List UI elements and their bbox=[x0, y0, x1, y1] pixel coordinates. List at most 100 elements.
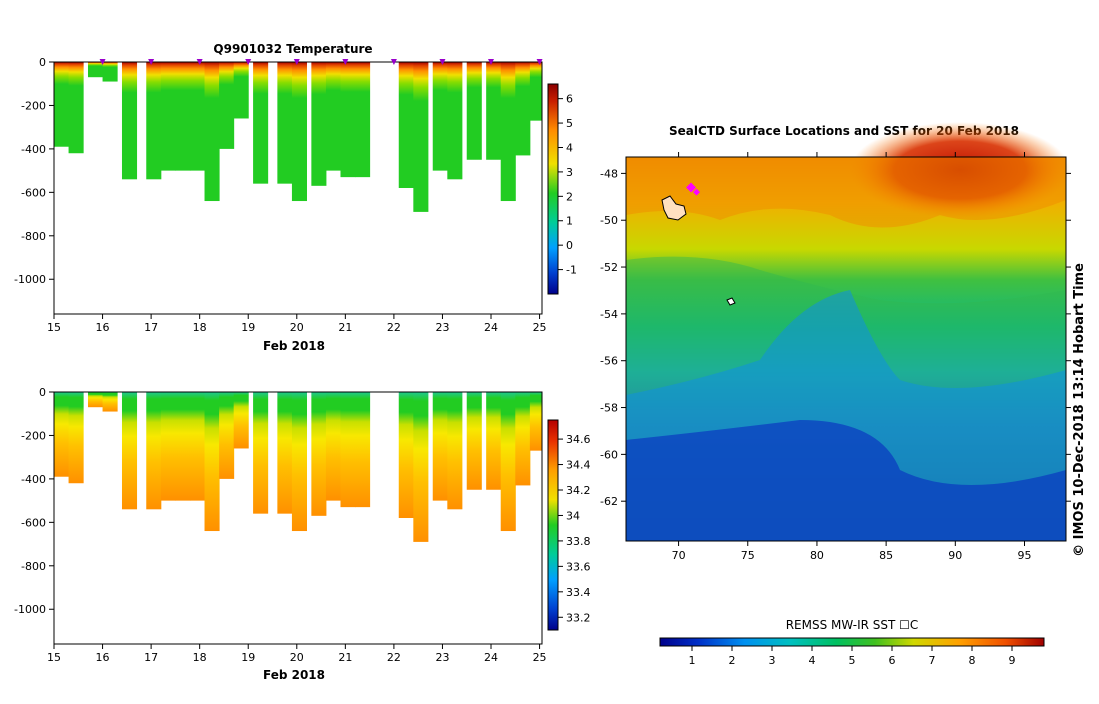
temp-profile-column bbox=[175, 62, 191, 171]
temp-profile-column bbox=[355, 62, 371, 178]
temp-colorbar-tick-label: 2 bbox=[566, 190, 573, 203]
map-x-tick-label: 85 bbox=[879, 549, 893, 562]
map-y-tick-label: -56 bbox=[600, 355, 618, 368]
sal-profile-column bbox=[291, 392, 307, 532]
sal-profile-column bbox=[466, 392, 482, 490]
sal-colorbar-tick-label: 33.6 bbox=[566, 560, 591, 573]
sal-x-axis: 15 16 17 18 19 20 21 22 23 24 25 bbox=[47, 644, 547, 664]
temp-x-tick-label: 19 bbox=[241, 321, 255, 334]
sal-x-tick-label: 20 bbox=[290, 651, 304, 664]
sal-x-tick-label: 24 bbox=[484, 651, 498, 664]
temp-x-tick-label: 15 bbox=[47, 321, 61, 334]
temp-profile-column bbox=[189, 62, 206, 171]
sst-colorbar-tick-label: 6 bbox=[889, 654, 896, 667]
sst-colorbar-tick-label: 5 bbox=[849, 654, 856, 667]
sal-profile-column bbox=[189, 392, 206, 501]
sal-colorbar-tick-label: 34.4 bbox=[566, 459, 591, 472]
temp-x-axis: 15 16 17 18 19 20 21 22 23 24 25 bbox=[47, 314, 547, 334]
sal-x-tick-label: 25 bbox=[533, 651, 547, 664]
temp-y-tick-label: -600 bbox=[21, 186, 46, 199]
map-frame bbox=[625, 156, 1067, 542]
temp-profile-column bbox=[204, 62, 220, 202]
seal-location-marker bbox=[693, 188, 701, 196]
sal-profile-column bbox=[219, 392, 235, 479]
sal-profile-column bbox=[311, 392, 327, 516]
temp-y-tick-label: -200 bbox=[21, 99, 46, 112]
temp-profile-column bbox=[466, 62, 482, 160]
temp-colorbar-ticks: -1 0 1 2 3 4 5 6 bbox=[558, 93, 577, 277]
sal-profile-column bbox=[54, 392, 70, 477]
surface-marker bbox=[390, 59, 397, 65]
temp-profile-column bbox=[413, 62, 429, 212]
surface-marker bbox=[196, 59, 203, 65]
temp-x-tick-label: 18 bbox=[193, 321, 207, 334]
temp-y-tick-label: 0 bbox=[39, 56, 46, 69]
map-y-tick-label: -52 bbox=[600, 261, 618, 274]
sal-y-tick-label: -400 bbox=[21, 473, 46, 486]
sal-plot-frame bbox=[53, 391, 543, 645]
surface-marker bbox=[99, 59, 106, 65]
temp-profile-column bbox=[325, 62, 341, 171]
temp-profile-column bbox=[311, 62, 327, 186]
sst-colorbar-ticks: 1 2 3 4 5 6 7 8 9 bbox=[689, 646, 1016, 667]
sal-profile-column bbox=[87, 392, 104, 408]
sal-y-axis: 0 -200 -400 -600 -800 -1000 bbox=[14, 386, 54, 616]
sal-y-tick-label: -800 bbox=[21, 560, 46, 573]
temp-profile-column bbox=[233, 62, 249, 119]
sal-profile-column bbox=[355, 392, 371, 508]
sal-profile-columns bbox=[54, 392, 543, 542]
sal-colorbar-ticks: 33.2 33.4 33.6 33.8 34 34.2 34.4 34.6 bbox=[558, 433, 591, 624]
temp-profile-column bbox=[432, 62, 448, 171]
sal-profile-column bbox=[233, 392, 249, 449]
map-x-tick-label: 95 bbox=[1017, 549, 1031, 562]
sst-colorbar-tick-label: 3 bbox=[769, 654, 776, 667]
map-y-tick-label: -58 bbox=[600, 402, 618, 415]
temp-profile-column bbox=[54, 62, 70, 147]
sal-profile-column bbox=[175, 392, 191, 501]
sal-x-tick-label: 23 bbox=[435, 651, 449, 664]
temp-profile-column bbox=[253, 62, 269, 184]
credit-text: © IMOS 10-Dec-2018 13:14 Hobart Time bbox=[1072, 263, 1087, 557]
sal-x-tick-label: 16 bbox=[96, 651, 110, 664]
sal-y-tick-label: 0 bbox=[39, 386, 46, 399]
temp-x-tick-label: 24 bbox=[484, 321, 498, 334]
sst-colorbar-tick-label: 7 bbox=[929, 654, 936, 667]
sal-colorbar-tick-label: 34.2 bbox=[566, 484, 591, 497]
temp-x-tick-label: 20 bbox=[290, 321, 304, 334]
map-y-tick-label: -48 bbox=[600, 167, 618, 180]
land-mask bbox=[661, 195, 736, 306]
temp-profile-column bbox=[515, 62, 531, 156]
temp-profile-column bbox=[277, 62, 293, 184]
sal-x-tick-label: 18 bbox=[193, 651, 207, 664]
temp-colorbar-tick-label: 3 bbox=[566, 166, 573, 179]
temp-colorbar-tick-label: -1 bbox=[566, 264, 577, 277]
map-y-tick-label: -60 bbox=[600, 448, 618, 461]
map-x-tick-label: 70 bbox=[672, 549, 686, 562]
sst-colorbar-label: REMSS MW-IR SST ☐C bbox=[786, 618, 919, 632]
surface-marker bbox=[439, 59, 446, 65]
sal-colorbar-tick-label: 33.8 bbox=[566, 535, 591, 548]
temp-x-tick-label: 25 bbox=[533, 321, 547, 334]
map-y-tick-label: -50 bbox=[600, 214, 618, 227]
temp-y-tick-label: -400 bbox=[21, 143, 46, 156]
sal-profile-column bbox=[447, 392, 463, 510]
sal-profile-column bbox=[204, 392, 220, 532]
temp-x-tick-label: 23 bbox=[435, 321, 449, 334]
temp-colorbar-tick-label: 0 bbox=[566, 239, 573, 252]
sal-profile-column bbox=[413, 392, 429, 542]
sal-colorbar-tick-label: 34 bbox=[566, 509, 580, 522]
sal-x-tick-label: 21 bbox=[338, 651, 352, 664]
surface-marker bbox=[488, 59, 495, 65]
temp-y-tick-label: -1000 bbox=[14, 273, 46, 286]
sst-colorbar-tick-label: 4 bbox=[809, 654, 816, 667]
temp-profile-column bbox=[398, 62, 414, 188]
temp-profile-column bbox=[146, 62, 162, 180]
temp-profile-column bbox=[340, 62, 356, 178]
temp-y-tick-label: -800 bbox=[21, 230, 46, 243]
sal-profile-column bbox=[500, 392, 516, 532]
sst-colorbar-tick-label: 9 bbox=[1009, 654, 1016, 667]
temp-profile-column bbox=[68, 62, 84, 154]
temp-colorbar-tick-label: 6 bbox=[566, 93, 573, 106]
temp-x-tick-label: 16 bbox=[96, 321, 110, 334]
sal-profile-column bbox=[325, 392, 341, 501]
